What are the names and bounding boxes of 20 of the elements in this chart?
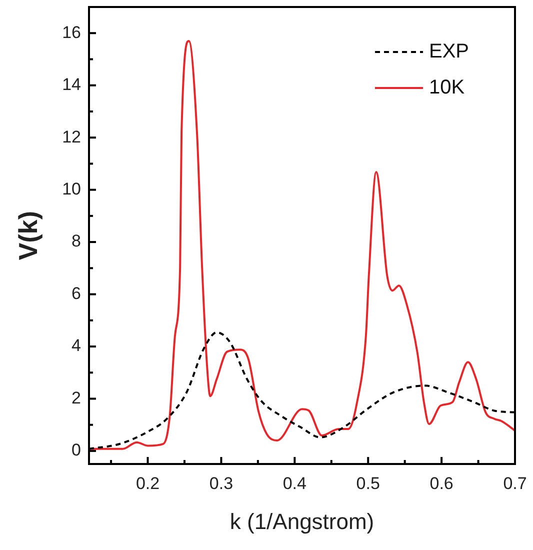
x-tick-label: 0.6 — [430, 474, 454, 494]
y-tick-label: 2 — [72, 388, 81, 408]
y-tick-label: 4 — [72, 336, 81, 356]
legend-label: EXP — [429, 40, 470, 63]
x-tick-label: 0.5 — [356, 474, 380, 494]
y-tick-label: 12 — [62, 127, 81, 146]
y-tick-label: 6 — [72, 284, 81, 303]
y-axis-title: V(k) — [12, 210, 43, 260]
legend-label: 10K — [429, 76, 466, 99]
y-tick-label: 14 — [62, 75, 81, 94]
x-tick-label: 0.4 — [282, 474, 306, 494]
y-tick-label: 8 — [72, 232, 81, 251]
x-axis-title: k (1/Angstrom) — [230, 508, 374, 534]
line-series — [89, 40, 515, 450]
y-tick-label: 10 — [62, 179, 81, 198]
x-tick-label: 0.7 — [503, 474, 527, 494]
x-tick-label: 0.2 — [136, 474, 160, 494]
y-tick-label: 16 — [62, 22, 81, 42]
x-tick-label: 0.3 — [209, 474, 234, 494]
y-tick-label: 0 — [72, 440, 81, 460]
